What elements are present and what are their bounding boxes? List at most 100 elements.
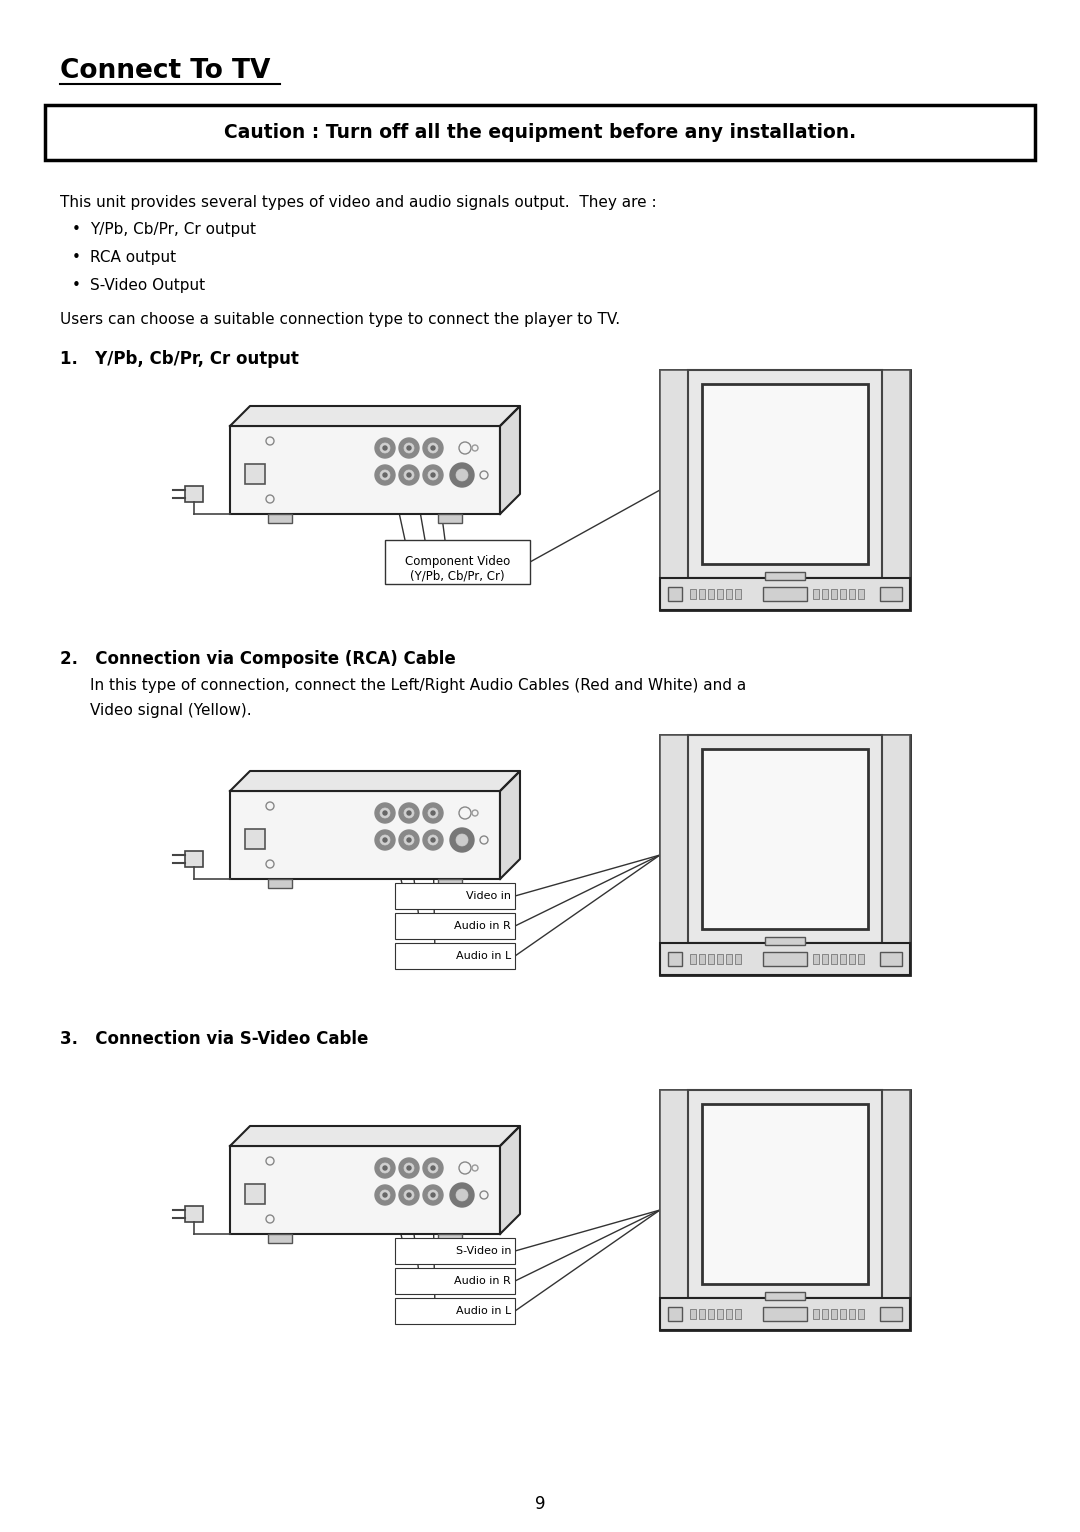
Bar [660, 578, 910, 610]
Circle shape [431, 446, 435, 450]
Circle shape [450, 827, 474, 852]
Text: Component Video: Component Video [405, 556, 510, 568]
Bar [268, 515, 292, 522]
Bar [395, 944, 515, 970]
Bar [669, 1307, 681, 1321]
Circle shape [428, 807, 438, 818]
Circle shape [404, 835, 414, 846]
Bar [813, 954, 819, 964]
Bar [726, 954, 732, 964]
Polygon shape [230, 406, 519, 426]
Polygon shape [500, 406, 519, 515]
Bar [669, 951, 681, 967]
Circle shape [407, 1166, 411, 1170]
Bar [849, 954, 855, 964]
Polygon shape [500, 771, 519, 879]
Bar [858, 954, 864, 964]
Bar [717, 588, 723, 599]
Bar [384, 539, 530, 584]
Bar [185, 850, 203, 867]
Circle shape [383, 838, 387, 843]
Bar [831, 588, 837, 599]
Text: (Y/Pb, Cb/Pr, Cr): (Y/Pb, Cb/Pr, Cr) [410, 570, 504, 582]
Bar [765, 1291, 805, 1301]
Bar [230, 426, 500, 515]
Text: Video signal (Yellow).: Video signal (Yellow). [90, 703, 252, 719]
Bar [690, 1308, 696, 1319]
Text: 1.   Y/Pb, Cb/Pr, Cr output: 1. Y/Pb, Cb/Pr, Cr output [60, 349, 299, 368]
Circle shape [375, 1158, 395, 1178]
Text: Audio in L: Audio in L [456, 1305, 511, 1316]
Bar [849, 588, 855, 599]
Bar [688, 371, 882, 578]
Circle shape [404, 1163, 414, 1174]
Bar [660, 1298, 910, 1330]
Bar [660, 1089, 910, 1330]
Circle shape [456, 469, 468, 481]
Polygon shape [500, 1126, 519, 1233]
Circle shape [431, 1166, 435, 1170]
Bar [690, 954, 696, 964]
Circle shape [450, 1183, 474, 1207]
Text: Video in: Video in [465, 892, 511, 901]
Bar [660, 735, 688, 944]
Circle shape [407, 1193, 411, 1196]
Bar [880, 951, 902, 967]
Bar [690, 588, 696, 599]
Bar [840, 954, 846, 964]
Bar [669, 587, 681, 601]
Bar [822, 1308, 828, 1319]
Circle shape [375, 466, 395, 486]
Bar [717, 1308, 723, 1319]
Circle shape [407, 838, 411, 843]
Bar [45, 106, 1035, 159]
Bar [831, 1308, 837, 1319]
Bar [660, 735, 910, 974]
Bar [702, 1105, 868, 1284]
Circle shape [428, 835, 438, 846]
Bar [702, 385, 868, 564]
Bar [245, 829, 265, 849]
Bar [699, 1308, 705, 1319]
Bar [660, 1089, 688, 1298]
Circle shape [375, 803, 395, 823]
Bar [702, 749, 868, 928]
Circle shape [407, 810, 411, 815]
Bar [395, 882, 515, 908]
Circle shape [380, 470, 390, 480]
Circle shape [383, 810, 387, 815]
Circle shape [428, 470, 438, 480]
Bar [849, 1308, 855, 1319]
Bar [735, 1308, 741, 1319]
Bar [882, 1089, 910, 1298]
Circle shape [399, 803, 419, 823]
Circle shape [431, 1193, 435, 1196]
Bar [858, 1308, 864, 1319]
Circle shape [428, 443, 438, 453]
Bar [762, 1307, 807, 1321]
Bar [880, 587, 902, 601]
Bar [268, 879, 292, 889]
Bar [765, 938, 805, 945]
Bar [726, 588, 732, 599]
Bar [245, 1184, 265, 1204]
Circle shape [423, 830, 443, 850]
Text: Y/Pb, Cb/Pr, Cr output: Y/Pb, Cb/Pr, Cr output [90, 222, 256, 237]
Circle shape [399, 830, 419, 850]
Text: This unit provides several types of video and audio signals output.  They are :: This unit provides several types of vide… [60, 195, 657, 210]
Text: Connect To TV: Connect To TV [60, 58, 270, 84]
Circle shape [407, 473, 411, 476]
Bar [735, 588, 741, 599]
Text: Audio in R: Audio in R [455, 921, 511, 931]
Bar [660, 944, 910, 974]
Circle shape [404, 1190, 414, 1200]
Bar [726, 1308, 732, 1319]
Bar [699, 954, 705, 964]
Circle shape [380, 835, 390, 846]
Circle shape [375, 438, 395, 458]
Bar [395, 1268, 515, 1295]
Bar [813, 1308, 819, 1319]
Circle shape [431, 473, 435, 476]
Bar [395, 913, 515, 939]
Bar [245, 464, 265, 484]
